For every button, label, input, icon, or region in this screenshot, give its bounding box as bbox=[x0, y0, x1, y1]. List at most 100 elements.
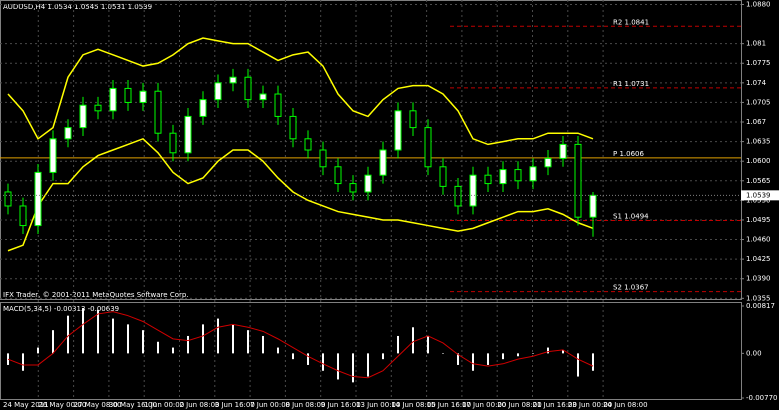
candle-body bbox=[514, 169, 522, 182]
y-tick-label: 1.0460 bbox=[746, 236, 771, 244]
x-tick-label: 2 Jun 08:00 bbox=[180, 401, 220, 409]
last-price-box bbox=[741, 190, 779, 201]
y-tick-label: 1.0565 bbox=[746, 177, 771, 185]
candle-body bbox=[454, 185, 462, 207]
macd-bar bbox=[547, 347, 549, 354]
candle-body bbox=[589, 194, 597, 218]
band-line bbox=[7, 137, 594, 252]
x-tick-label: 26 May 00:00 bbox=[38, 401, 86, 409]
macd-bar bbox=[187, 335, 189, 354]
candle-body bbox=[544, 157, 552, 168]
macd-bar bbox=[52, 330, 54, 354]
y-tick-label: 1.0600 bbox=[746, 157, 771, 165]
pivot-label: S1 1.0494 bbox=[613, 213, 649, 221]
candle-body bbox=[64, 127, 72, 140]
x-tick-label: 17 Jun 00:00 bbox=[462, 401, 506, 409]
candle-body bbox=[4, 191, 12, 207]
x-tick-label: 8 Jun 08:00 bbox=[285, 401, 325, 409]
macd-title: MACD(5,34,5) -0.00313 -0.00639 bbox=[3, 305, 119, 313]
x-tick-label: 21 Jun 16:00 bbox=[533, 401, 577, 409]
candle-body bbox=[19, 205, 27, 227]
y-tick-label: 1.0390 bbox=[746, 275, 771, 283]
last-price-label: 1.0539 bbox=[746, 191, 771, 199]
macd-bar bbox=[172, 347, 174, 354]
candle-body bbox=[139, 90, 147, 103]
candle-body bbox=[499, 169, 507, 185]
y-tick-label: 1.0775 bbox=[746, 59, 771, 67]
macd-bar bbox=[292, 353, 294, 360]
macd-bar bbox=[307, 353, 309, 365]
macd-bar bbox=[457, 353, 459, 365]
macd-bar bbox=[217, 318, 219, 354]
y-tick-label: 1.0355 bbox=[746, 294, 771, 302]
macd-bar bbox=[202, 324, 204, 354]
candle-body bbox=[364, 174, 372, 193]
x-tick-label: 9 Jun 16:00 bbox=[321, 401, 361, 409]
macd-bar bbox=[532, 353, 534, 354]
x-tick-label: 15 Jun 16:00 bbox=[427, 401, 471, 409]
macd-bar bbox=[562, 350, 564, 354]
candle-body bbox=[79, 104, 87, 129]
macd-bar bbox=[232, 324, 234, 354]
candle-body bbox=[154, 90, 162, 134]
pivot-label: S2 1.0367 bbox=[613, 284, 649, 292]
macd-bar bbox=[142, 330, 144, 354]
macd-signal bbox=[7, 311, 594, 379]
macd-bar bbox=[427, 335, 429, 354]
macd-bar bbox=[367, 353, 369, 377]
candle-body bbox=[244, 76, 252, 101]
x-tick-label: 27 May 08:00 bbox=[74, 401, 122, 409]
candle-body bbox=[484, 174, 492, 185]
candle-body bbox=[259, 93, 267, 101]
copyright: IFX Trader, © 2001-2011 MetaQuotes Softw… bbox=[3, 291, 189, 299]
macd-bar bbox=[337, 353, 339, 380]
candle-body bbox=[559, 143, 567, 159]
y-tick-label: 1.0635 bbox=[746, 138, 771, 146]
macd-bar bbox=[67, 315, 69, 354]
x-tick-label: 13 Jun 00:00 bbox=[356, 401, 400, 409]
y-tick-label: 1.0880 bbox=[746, 0, 771, 8]
macd-bar bbox=[472, 353, 474, 371]
macd-bar bbox=[592, 353, 594, 371]
macd-bar bbox=[382, 353, 384, 360]
band-line bbox=[7, 37, 594, 146]
candle-body bbox=[574, 143, 582, 218]
macd-bar bbox=[262, 335, 264, 354]
macd-bar bbox=[397, 335, 399, 354]
macd-bar bbox=[127, 324, 129, 354]
macd-bar bbox=[22, 353, 24, 371]
candle-body bbox=[424, 127, 432, 168]
x-tick-label: 24 May 2011 bbox=[3, 401, 49, 409]
macd-panel bbox=[0, 302, 742, 400]
y-tick-label: 1.0495 bbox=[746, 216, 771, 224]
macd-bar bbox=[442, 353, 444, 354]
candle-body bbox=[409, 110, 417, 129]
macd-bar bbox=[97, 309, 99, 354]
candle-body bbox=[319, 149, 327, 168]
candle-body bbox=[394, 110, 402, 151]
y-tick-label: 1.0425 bbox=[746, 255, 771, 263]
candle-body bbox=[184, 115, 192, 154]
macd-tick-label: 0.00 bbox=[746, 349, 762, 357]
pivot-label: P 1.0606 bbox=[613, 150, 644, 158]
pivot-label: R1 1.0731 bbox=[613, 80, 649, 88]
candle-body bbox=[439, 166, 447, 187]
candle-body bbox=[379, 149, 387, 176]
candle-body bbox=[349, 183, 357, 193]
candle-body bbox=[124, 87, 132, 103]
candle-body bbox=[169, 132, 177, 154]
y-tick-label: 1.0530 bbox=[746, 196, 771, 204]
candle-body bbox=[229, 76, 237, 84]
macd-bar bbox=[157, 341, 159, 354]
y-tick-label: 1.0705 bbox=[746, 98, 771, 106]
macd-bar bbox=[412, 327, 414, 354]
x-tick-label: 3 Jun 16:00 bbox=[215, 401, 255, 409]
x-tick-label: 7 Jun 00:00 bbox=[250, 401, 290, 409]
candle-body bbox=[289, 115, 297, 140]
macd-bar bbox=[352, 353, 354, 383]
macd-bar bbox=[82, 308, 84, 354]
x-tick-label: 20 Jun 08:00 bbox=[497, 401, 541, 409]
price-panel bbox=[0, 0, 742, 300]
candle-body bbox=[529, 166, 537, 182]
candle-body bbox=[94, 104, 102, 112]
